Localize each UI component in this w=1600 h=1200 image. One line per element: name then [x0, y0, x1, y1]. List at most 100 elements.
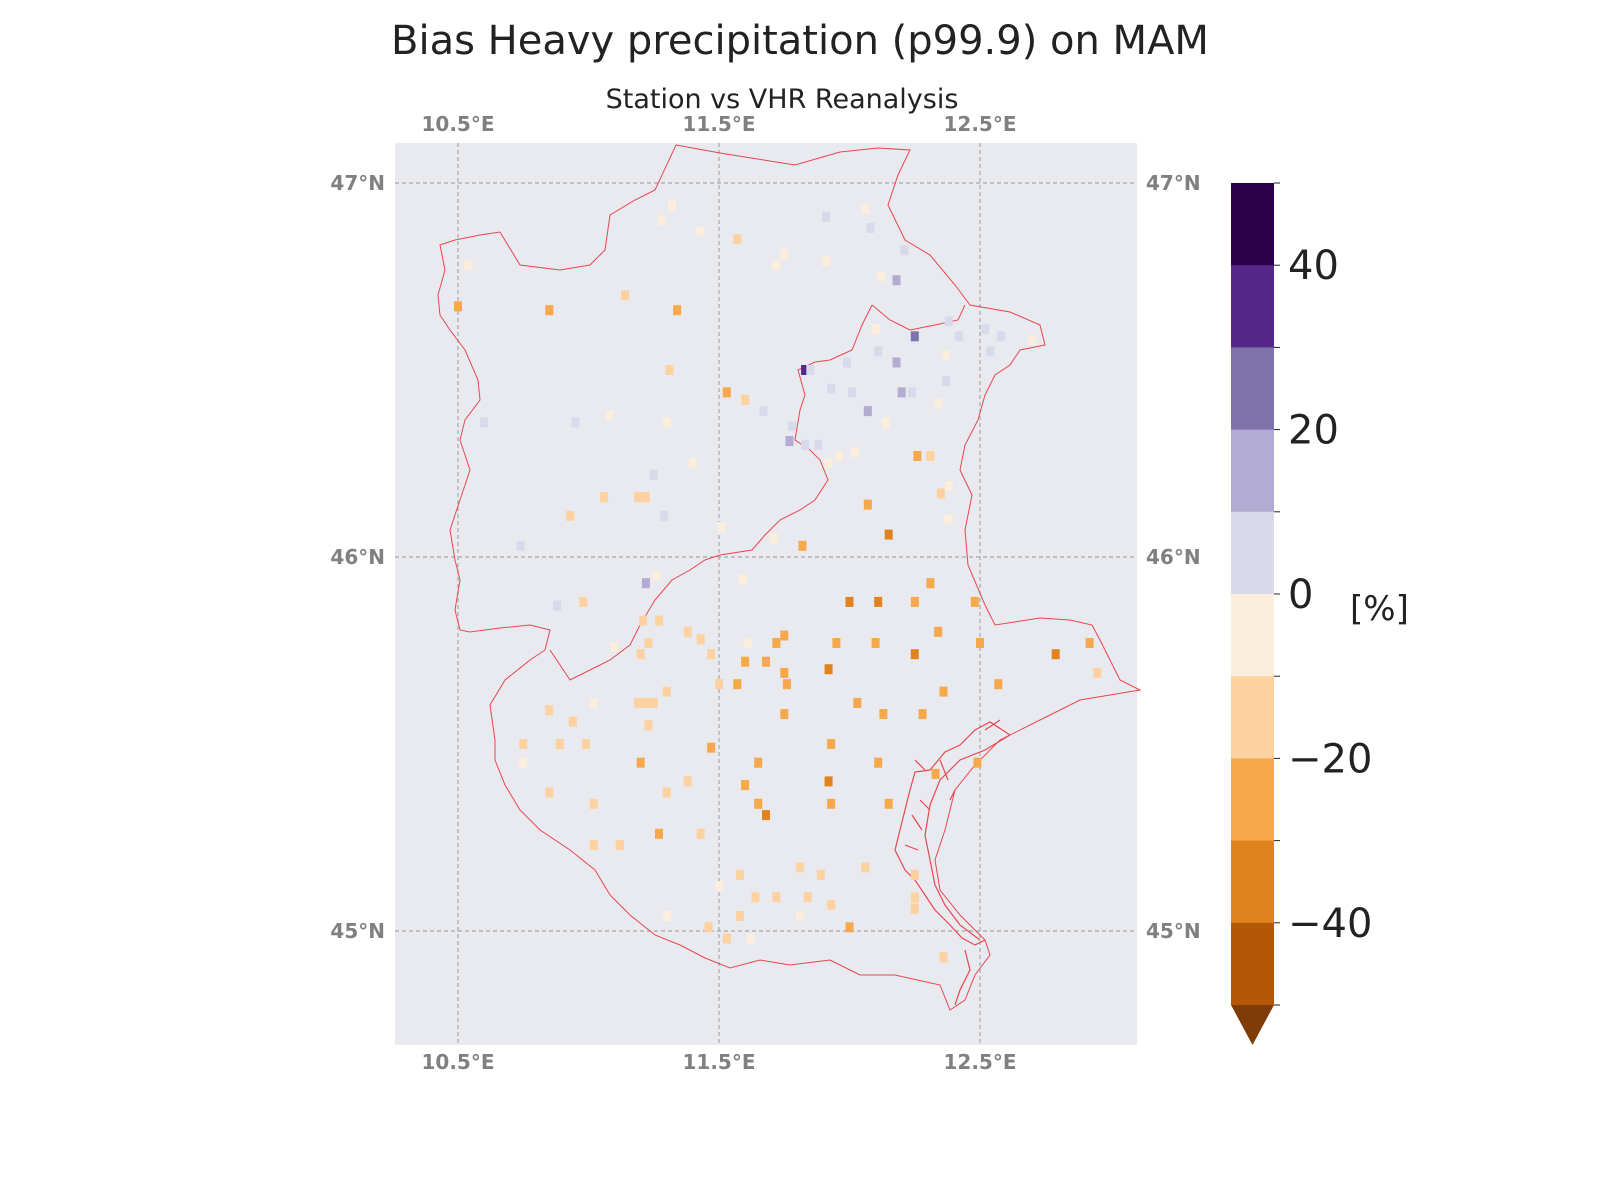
station-point: [600, 492, 609, 503]
lon-tick-label-bottom: 11.5°E: [682, 1050, 755, 1074]
station-point: [780, 630, 789, 641]
colorbar-tick-label: 0: [1288, 572, 1313, 618]
station-point: [610, 641, 619, 652]
station-point: [780, 249, 789, 260]
station-point: [944, 316, 953, 327]
station-point: [688, 458, 697, 469]
station-point: [936, 488, 945, 499]
station-point: [696, 828, 705, 839]
station-point: [863, 499, 872, 510]
station-point: [696, 634, 705, 645]
lagoon-coastline: [894, 719, 1011, 1006]
station-point: [733, 234, 742, 245]
station-point: [944, 514, 953, 525]
lon-tick-label-top: 11.5°E: [682, 112, 755, 136]
station-point: [480, 417, 489, 428]
colorbar-unit-label: [%]: [1350, 589, 1409, 629]
lat-tick-label-left: 45°N: [330, 919, 385, 943]
station-point: [568, 716, 577, 727]
station-point: [581, 739, 590, 749]
station-point: [801, 439, 810, 450]
station-point: [741, 656, 750, 667]
lat-tick-label-right: 47°N: [1146, 171, 1201, 195]
station-point: [1028, 335, 1037, 346]
axis-tick-labels: 10.5°E 10.5°E 11.5°E 11.5°E 12.5°E 12.5°E 45°N…: [330, 112, 1200, 1074]
station-point: [897, 387, 906, 398]
station-point: [835, 451, 844, 461]
station-point: [754, 757, 763, 768]
station-point: [655, 615, 663, 626]
station-point: [918, 709, 927, 720]
colorbar-segment: [1231, 922, 1274, 1006]
station-point: [874, 757, 883, 768]
station-point: [801, 365, 810, 375]
chart-title: Bias Heavy precipitation (p99.9) on MAM: [391, 18, 1209, 64]
station-point: [741, 394, 750, 405]
colorbar-tick-label: −20: [1288, 736, 1372, 782]
station-point: [827, 383, 836, 394]
station-point: [944, 480, 953, 491]
station-point: [788, 421, 797, 432]
station-point: [519, 739, 528, 749]
station-point: [882, 417, 890, 428]
station-point: [842, 357, 851, 368]
chart-subtitle-text: Station vs VHR Reanalysis: [605, 84, 959, 115]
station-point: [848, 387, 857, 398]
colorbar-segment: [1231, 840, 1274, 924]
station-point: [516, 540, 525, 551]
station-point: [741, 780, 750, 791]
station-point: [822, 211, 830, 222]
station-point: [926, 578, 935, 589]
station-point: [605, 409, 614, 420]
station-point: [973, 757, 982, 768]
station-point: [824, 458, 833, 469]
station-point: [555, 739, 564, 749]
station-point: [743, 638, 752, 648]
station-point: [762, 810, 770, 821]
station-point: [942, 376, 951, 387]
station-point: [673, 305, 682, 316]
station-point: [832, 638, 841, 648]
station-point: [634, 492, 643, 503]
station-point: [910, 649, 919, 660]
station-point: [733, 679, 742, 690]
veneto-inner-border: [871, 304, 966, 331]
station-point: [662, 911, 671, 921]
station-point: [545, 787, 554, 798]
station-point: [884, 529, 893, 540]
station-point: [827, 899, 836, 910]
station-point: [738, 574, 747, 585]
station-point: [707, 742, 716, 753]
lat-tick-label-right: 46°N: [1146, 545, 1201, 569]
lat-tick-label-left: 46°N: [330, 545, 385, 569]
colorbar: 40 20 0 −20 −40 [%]: [1231, 182, 1409, 1045]
station-point: [900, 245, 909, 256]
station-point: [939, 686, 948, 697]
station-point: [652, 570, 661, 581]
station-point: [634, 697, 643, 708]
colorbar-segment: [1231, 758, 1274, 842]
station-point: [939, 952, 948, 963]
station-point: [772, 260, 781, 271]
lon-tick-label-bottom: 10.5°E: [421, 1050, 494, 1074]
station-point: [861, 204, 870, 215]
map-axes: [395, 143, 1142, 1045]
station-point: [926, 451, 935, 461]
station-point: [910, 331, 919, 342]
station-point: [942, 350, 951, 360]
station-point: [892, 275, 901, 286]
station-point: [696, 226, 705, 237]
station-point: [827, 739, 836, 749]
station-point: [976, 638, 984, 648]
station-point: [910, 892, 919, 903]
station-point: [908, 387, 917, 398]
station-point: [464, 260, 473, 271]
station-point: [636, 649, 645, 660]
station-point: [589, 798, 598, 809]
station-point: [910, 596, 919, 607]
colorbar-tick-label: 20: [1288, 408, 1339, 454]
station-point: [871, 323, 880, 334]
station-point: [863, 406, 872, 417]
station-point: [589, 840, 598, 850]
station-point: [641, 492, 650, 503]
